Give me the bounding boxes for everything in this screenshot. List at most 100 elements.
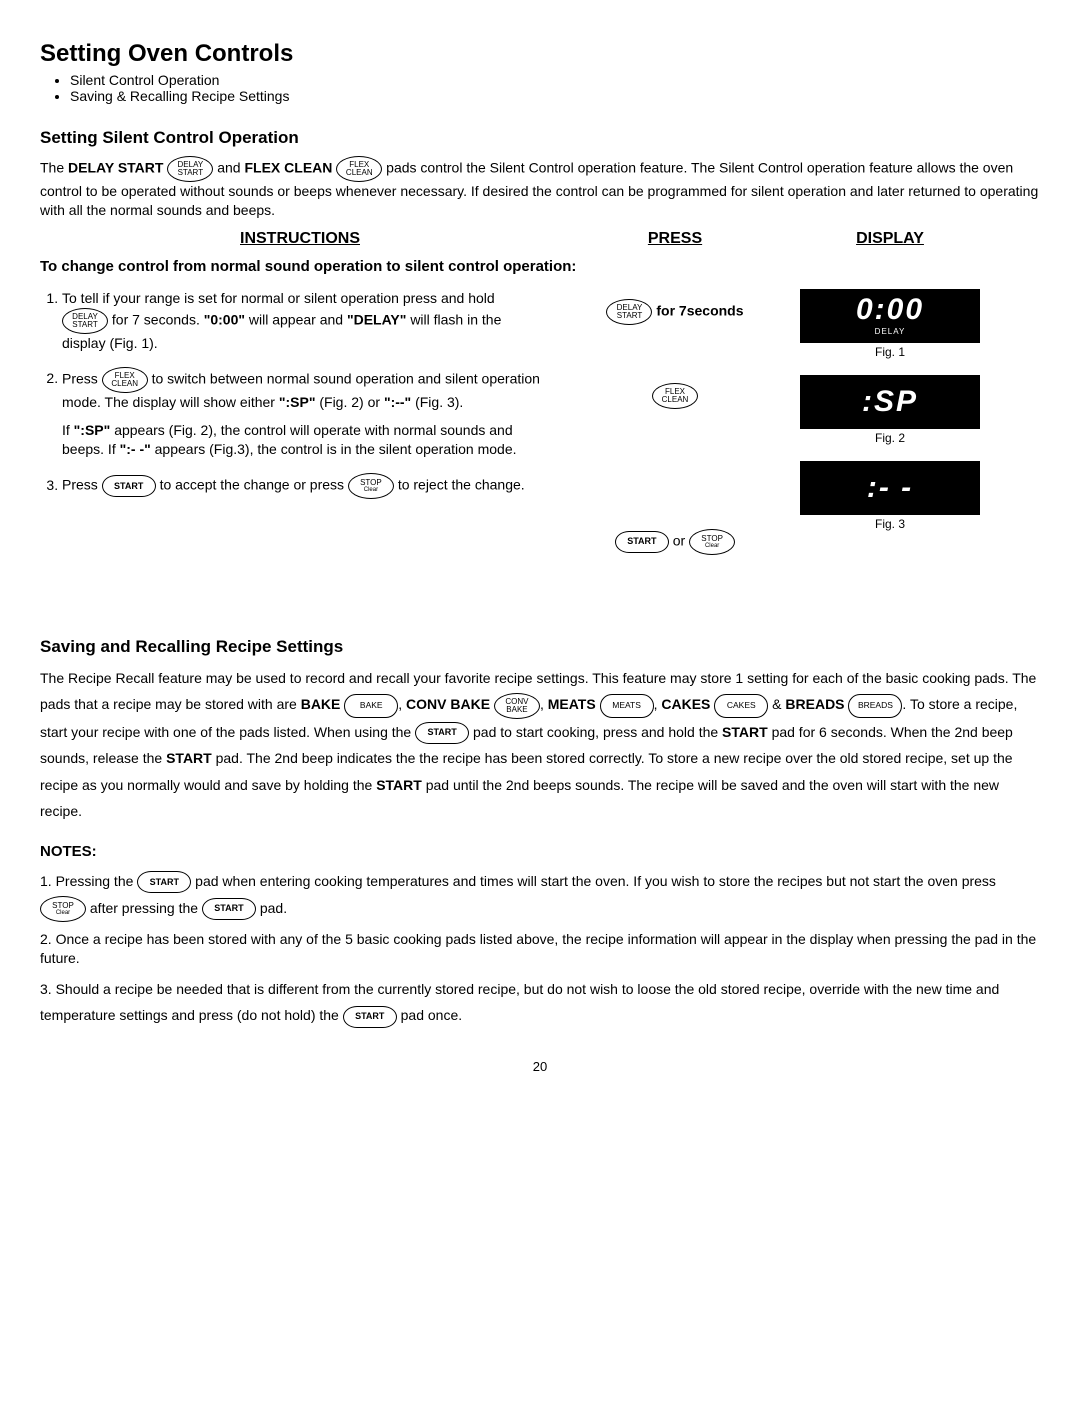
intro-paragraph: The DELAY START DELAYSTART and FLEX CLEA…	[40, 156, 1040, 220]
section-heading: Setting Silent Control Operation	[40, 128, 1040, 148]
recipe-paragraph: The Recipe Recall feature may be used to…	[40, 665, 1040, 825]
text-bold: "0:00"	[204, 311, 245, 327]
flex-clean-pad-icon: FLEXCLEAN	[652, 383, 698, 409]
text-bold: ":SP"	[74, 422, 111, 438]
text: pad once.	[401, 1007, 463, 1023]
page-title: Setting Oven Controls	[40, 40, 1040, 68]
bullet-list: Silent Control Operation Saving & Recall…	[40, 72, 1040, 104]
lcd-value: 0:00	[856, 295, 924, 325]
text: or	[673, 532, 689, 548]
start-pad-icon: START	[202, 898, 256, 920]
step-2-note: If ":SP" appears (Fig. 2), the control w…	[62, 421, 540, 459]
col-instructions: INSTRUCTIONS	[40, 230, 560, 248]
breads-pad-icon: BREADS	[848, 694, 902, 718]
col-press: PRESS	[560, 230, 790, 248]
lcd-value: :SP	[862, 387, 918, 417]
text-bold: DELAY START	[68, 160, 163, 176]
display-column: 0:00 DELAY Fig. 1 :SP Fig. 2 :- - Fig. 3	[790, 289, 990, 613]
text-bold: START	[722, 724, 768, 740]
stop-clear-pad-icon: STOPClear	[348, 473, 394, 499]
text-bold: BAKE	[301, 696, 341, 712]
subheading: To change control from normal sound oper…	[40, 258, 1040, 275]
col-display: DISPLAY	[790, 230, 990, 248]
flex-clean-pad-icon: FLEXCLEAN	[336, 156, 382, 182]
flex-clean-pad-icon: FLEXCLEAN	[102, 367, 148, 393]
stop-clear-pad-icon: STOPClear	[689, 529, 735, 555]
text: (Fig. 2) or	[319, 394, 384, 410]
text: and	[217, 160, 244, 176]
text: to reject the change.	[398, 477, 525, 493]
lcd-label: DELAY	[875, 327, 906, 336]
text: after pressing the	[90, 900, 202, 916]
bullet-item: Saving & Recalling Recipe Settings	[70, 88, 1040, 104]
text-bold: START	[166, 750, 212, 766]
text-bold: FLEX CLEAN	[244, 160, 332, 176]
press-row-1: DELAYSTART for 7seconds	[560, 299, 790, 325]
text-bold: MEATS	[548, 696, 596, 712]
lcd-value: :- -	[867, 473, 913, 503]
note-3: 3. Should a recipe be needed that is dif…	[40, 976, 1040, 1029]
text: to accept the change or press	[160, 477, 348, 493]
step-3: Press START to accept the change or pres…	[62, 473, 540, 499]
text: appears (Fig.3), the control is in the s…	[155, 441, 517, 457]
figure-caption: Fig. 2	[790, 431, 990, 445]
section-heading: Saving and Recalling Recipe Settings	[40, 637, 1040, 657]
text: pad.	[260, 900, 287, 916]
note-1: 1. Pressing the START pad when entering …	[40, 868, 1040, 922]
press-row-2: FLEXCLEAN	[560, 383, 790, 409]
text: Press	[62, 370, 102, 386]
text-bold: CONV BAKE	[406, 696, 490, 712]
press-column: DELAYSTART for 7seconds FLEXCLEAN START …	[560, 289, 790, 613]
bullet-item: Silent Control Operation	[70, 72, 1040, 88]
meats-pad-icon: MEATS	[600, 694, 654, 718]
text-bold: ":SP"	[279, 394, 316, 410]
text-bold: ":--"	[384, 394, 411, 410]
text: &	[768, 696, 785, 712]
cakes-pad-icon: CAKES	[714, 694, 768, 718]
text-bold: CAKES	[661, 696, 710, 712]
text: To tell if your range is set for normal …	[62, 290, 495, 306]
start-pad-icon: START	[615, 531, 669, 553]
press-row-3: START or STOPClear	[560, 529, 790, 555]
text-bold: "DELAY"	[347, 311, 406, 327]
text: 1. Pressing the	[40, 873, 137, 889]
stop-clear-pad-icon: STOPClear	[40, 896, 86, 922]
start-pad-icon: START	[415, 722, 469, 744]
text: Press	[62, 477, 102, 493]
lcd-display-1: 0:00 DELAY	[800, 289, 980, 343]
start-pad-icon: START	[137, 871, 191, 893]
text-bold: START	[376, 777, 422, 793]
step-1: To tell if your range is set for normal …	[62, 289, 540, 353]
conv-bake-pad-icon: CONVBAKE	[494, 693, 540, 719]
text: ,	[398, 696, 406, 712]
note-2: 2. Once a recipe has been stored with an…	[40, 930, 1040, 968]
lcd-display-2: :SP	[800, 375, 980, 429]
delay-start-pad-icon: DELAYSTART	[62, 308, 108, 334]
instructions-column: To tell if your range is set for normal …	[40, 289, 560, 613]
text: for 7 seconds.	[112, 311, 204, 327]
step-2: Press FLEXCLEAN to switch between normal…	[62, 367, 540, 460]
figure-caption: Fig. 1	[790, 345, 990, 359]
column-headers: INSTRUCTIONS PRESS DISPLAY	[40, 230, 1040, 248]
start-pad-icon: START	[343, 1006, 397, 1028]
text: If	[62, 422, 74, 438]
text: 3. Should a recipe be needed that is dif…	[40, 981, 999, 1024]
text: ,	[540, 696, 548, 712]
text: will appear and	[249, 311, 347, 327]
start-pad-icon: START	[102, 475, 156, 497]
text: pad to start cooking, press and hold the	[473, 724, 722, 740]
text: pad when entering cooking temperatures a…	[195, 873, 996, 889]
text: The	[40, 160, 68, 176]
text-bold: BREADS	[785, 696, 844, 712]
lcd-display-3: :- -	[800, 461, 980, 515]
page-number: 20	[40, 1059, 1040, 1074]
notes-heading: NOTES:	[40, 843, 1040, 860]
notes-section: NOTES: 1. Pressing the START pad when en…	[40, 843, 1040, 1029]
text-bold: ":- -"	[120, 441, 151, 457]
delay-start-pad-icon: DELAYSTART	[167, 156, 213, 182]
figure-caption: Fig. 3	[790, 517, 990, 531]
bake-pad-icon: BAKE	[344, 694, 398, 718]
text: for 7seconds	[656, 302, 743, 318]
text: (Fig. 3).	[415, 394, 463, 410]
delay-start-pad-icon: DELAYSTART	[606, 299, 652, 325]
